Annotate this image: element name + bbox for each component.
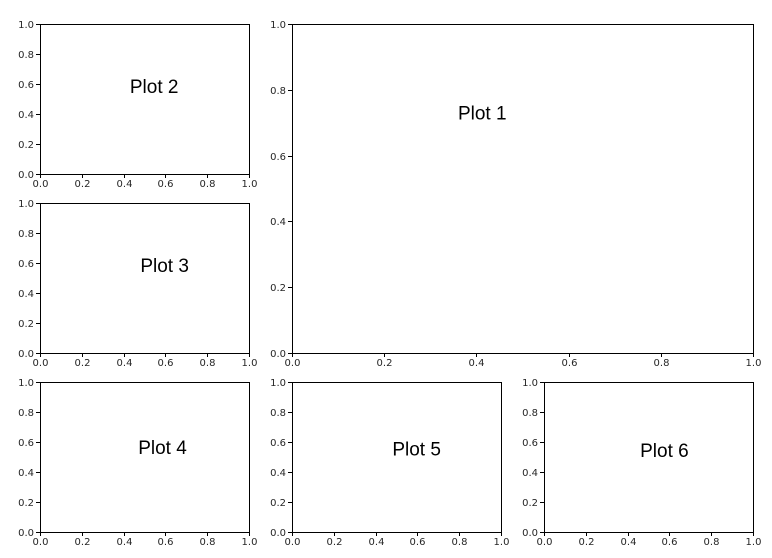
- subplot-1-xtick-label: 0.0: [285, 358, 301, 369]
- subplot-5-xtick-label: 0.0: [285, 537, 301, 548]
- subplot-1-label: Plot 1: [458, 103, 507, 124]
- subplot-2-ytick-label: 0.6: [18, 80, 34, 91]
- subplot-1-ytick-label: 0.6: [270, 152, 286, 163]
- subplot-3: 0.0 0.2 0.4 0.6 0.8 1.0 0.0 0.2 0.4 0.6 0.8 1.0 Plot…: [18, 199, 257, 369]
- subplot-6-frame: [544, 382, 754, 533]
- subplot-6: 0.0 0.2 0.4 0.6 0.8 1.0 0.0 0.2 0.4 0.6 0.8 1.0 Plot…: [522, 378, 761, 548]
- subplot-1-xtick-label: 0.4: [469, 358, 485, 369]
- subplot-3-label: Plot 3: [140, 256, 189, 277]
- subplot-3-frame: [40, 203, 250, 354]
- subplot-3-ytick-label: 0.0: [18, 349, 34, 360]
- subplot-2: 0.0 0.2 0.4 0.6 0.8 1.0 0.0 0.2 0.4 0.6 0.8 1.0 Plot…: [18, 20, 257, 190]
- subplot-5-xtick-label: 0.8: [452, 537, 468, 548]
- subplot-5-label: Plot 5: [392, 440, 441, 461]
- subplot-5-frame: [292, 382, 502, 533]
- subplot-2-xtick-label: 0.0: [33, 179, 49, 190]
- subplot-2-xtick-label: 0.4: [117, 179, 133, 190]
- subplot-6-ytick-label: 0.6: [522, 438, 538, 449]
- subplot-1-xtick-label: 0.8: [654, 358, 670, 369]
- subplot-1-xtick-label: 1.0: [746, 358, 762, 369]
- subplot-6-xtick-label: 0.2: [579, 537, 595, 548]
- subplot-1-ytick-label: 0.8: [270, 86, 286, 97]
- subplot-4-ytick-label: 0.2: [18, 498, 34, 509]
- subplot-5: 0.0 0.2 0.4 0.6 0.8 1.0 0.0 0.2 0.4 0.6 0.8 1.0 Plot…: [270, 378, 509, 548]
- subplot-3-ytick-label: 0.4: [18, 289, 34, 300]
- subplot-3-ytick-label: 0.2: [18, 319, 34, 330]
- subplot-1-ytick-label: 0.4: [270, 217, 286, 228]
- subplot-1-xtick-label: 0.2: [377, 358, 393, 369]
- subplot-2-ytick-label: 0.8: [18, 50, 34, 61]
- subplot-5-ytick-label: 0.8: [270, 408, 286, 419]
- subplot-6-xtick-label: 0.8: [704, 537, 720, 548]
- subplot-1-frame: [292, 24, 754, 354]
- subplot-6-ytick-label: 0.8: [522, 408, 538, 419]
- subplot-2-ytick-label: 0.0: [18, 170, 34, 181]
- subplot-2-label: Plot 2: [130, 77, 179, 98]
- subplot-6-label: Plot 6: [640, 441, 689, 462]
- subplot-4-ytick-label: 0.6: [18, 438, 34, 449]
- subplot-6-xtick-label: 1.0: [746, 537, 762, 548]
- subplot-3-ytick-label: 0.8: [18, 229, 34, 240]
- subplot-4-ytick-label: 0.4: [18, 468, 34, 479]
- subplot-4-xtick-label: 1.0: [242, 537, 258, 548]
- subplot-5-ytick-label: 0.2: [270, 498, 286, 509]
- subplot-1-xtick-label: 0.6: [562, 358, 578, 369]
- subplot-5-ytick-label: 0.6: [270, 438, 286, 449]
- subplot-4-xtick-label: 0.8: [200, 537, 216, 548]
- subplot-3-xtick-label: 0.8: [200, 358, 216, 369]
- subplot-1: 0.0 0.2 0.4 0.6 0.8 1.0 0.0 0.2 0.4 0.6 0.8 1.0 Plot…: [270, 20, 761, 369]
- subplot-6-xtick-label: 0.4: [621, 537, 637, 548]
- subplot-4-ytick-label: 1.0: [18, 378, 34, 389]
- subplot-5-ytick-label: 0.0: [270, 528, 286, 539]
- subplot-2-frame: [40, 24, 250, 175]
- subplot-5-xtick-label: 1.0: [494, 537, 510, 548]
- subplot-2-ytick-label: 0.4: [18, 110, 34, 121]
- subplot-4-xtick-label: 0.6: [158, 537, 174, 548]
- subplot-1-ytick-label: 0.0: [270, 349, 286, 360]
- subplot-6-ytick-label: 1.0: [522, 378, 538, 389]
- subplot-5-xtick-label: 0.4: [369, 537, 385, 548]
- subplot-2-xtick-label: 0.6: [158, 179, 174, 190]
- subplot-3-xtick-label: 0.6: [158, 358, 174, 369]
- subplot-4-frame: [40, 382, 250, 533]
- subplot-1-ytick-label: 1.0: [270, 20, 286, 31]
- subplot-5-ytick-label: 1.0: [270, 378, 286, 389]
- subplot-4-xtick-label: 0.2: [75, 537, 91, 548]
- subplot-4-label: Plot 4: [138, 438, 187, 459]
- subplot-5-xtick-label: 0.2: [327, 537, 343, 548]
- subplot-6-ytick-label: 0.4: [522, 468, 538, 479]
- subplot-4-ytick-label: 0.8: [18, 408, 34, 419]
- subplot-6-ytick-label: 0.0: [522, 528, 538, 539]
- subplot-3-xtick-label: 1.0: [242, 358, 258, 369]
- subplot-2-xtick-label: 1.0: [242, 179, 258, 190]
- subplot-6-xtick-label: 0.0: [537, 537, 553, 548]
- subplot-3-xtick-label: 0.0: [33, 358, 49, 369]
- subplot-3-ytick-label: 0.6: [18, 259, 34, 270]
- subplot-5-xtick-label: 0.6: [410, 537, 426, 548]
- subplot-6-ytick-label: 0.2: [522, 498, 538, 509]
- subplot-2-xtick-label: 0.2: [75, 179, 91, 190]
- subplot-4-xtick-label: 0.0: [33, 537, 49, 548]
- subplot-2-xtick-label: 0.8: [200, 179, 216, 190]
- subplot-2-ytick-label: 1.0: [18, 20, 34, 31]
- subplot-4-ytick-label: 0.0: [18, 528, 34, 539]
- subplot-2-ytick-label: 0.2: [18, 140, 34, 151]
- subplot-1-ytick-label: 0.2: [270, 283, 286, 294]
- subplot-3-ytick-label: 1.0: [18, 199, 34, 210]
- subplot-3-xtick-label: 0.2: [75, 358, 91, 369]
- subplot-3-xtick-label: 0.4: [117, 358, 133, 369]
- subplot-5-ytick-label: 0.4: [270, 468, 286, 479]
- subplot-6-xtick-label: 0.6: [662, 537, 678, 548]
- subplot-4-xtick-label: 0.4: [117, 537, 133, 548]
- subplot-4: 0.0 0.2 0.4 0.6 0.8 1.0 0.0 0.2 0.4 0.6 0.8 1.0 Plot…: [18, 378, 257, 548]
